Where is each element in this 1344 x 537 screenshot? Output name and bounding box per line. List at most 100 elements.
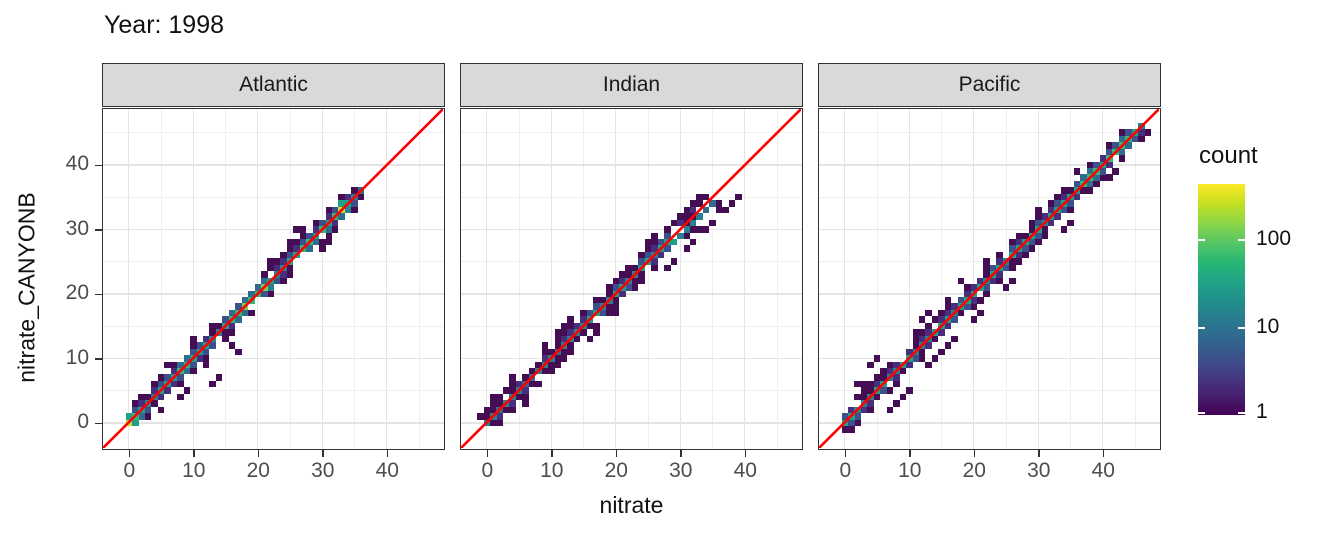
bin2d-tile (977, 277, 984, 285)
bin2d-tile (918, 335, 926, 343)
gridline-major-h (461, 422, 802, 424)
bin2d-tile (683, 226, 690, 233)
gridline-major-v (679, 109, 681, 449)
bin2d-tile (261, 271, 268, 278)
bin2d-tile (151, 387, 158, 394)
bin2d-tile (1054, 200, 1061, 207)
bin2d-tile (983, 271, 990, 278)
bin2d-tile (970, 316, 978, 323)
bin2d-tile (325, 206, 332, 214)
bin2d-tile (190, 361, 197, 369)
gridline-major-v (192, 109, 194, 449)
bin2d-tile (490, 406, 497, 414)
bin2d-tile (190, 367, 197, 375)
bin2d-tile (573, 335, 581, 343)
bin2d-tile (670, 238, 678, 246)
bin2d-tile (1118, 148, 1126, 156)
bin2d-tile (299, 238, 307, 246)
x-tick-mark (386, 450, 389, 457)
bin2d-tile (644, 251, 652, 259)
bin2d-tile (541, 348, 549, 356)
gridline-major-v (128, 109, 130, 449)
bin2d-tile (567, 348, 574, 356)
bin2d-tile (235, 348, 242, 356)
bin2d-tile (702, 206, 710, 214)
bin2d-tile (638, 277, 645, 285)
bin2d-tile (651, 245, 658, 252)
bin2d-tile (560, 335, 568, 343)
bin2d-tile (638, 271, 645, 278)
bin2d-tile (625, 284, 632, 291)
bin2d-tile (586, 322, 594, 330)
bin2d-tile (222, 335, 229, 343)
gridline-major-v (1037, 109, 1039, 449)
bin2d-tile (541, 342, 549, 349)
bin2d-tile (593, 322, 600, 330)
bin2d-tile (664, 264, 671, 272)
bin2d-tile (1028, 226, 1036, 233)
bin2d-tile (938, 329, 945, 336)
bin2d-tile (606, 309, 613, 317)
bin2d-tile (338, 213, 345, 220)
bin2d-tile (873, 380, 881, 388)
bin2d-tile (612, 297, 620, 304)
gridline-major-v (486, 109, 488, 449)
bin2d-tile (1112, 168, 1119, 175)
gridline-major-v (1102, 109, 1104, 449)
gridline-major-h (819, 357, 1160, 360)
bin2d-tile (709, 200, 716, 207)
bin2d-tile (177, 361, 184, 369)
bin2d-tile (1131, 135, 1139, 143)
gridline-major-h (461, 228, 802, 231)
bin2d-tile (893, 374, 900, 381)
bin2d-tile (280, 277, 287, 285)
bin2d-tile (586, 335, 594, 343)
gridline-major-h (461, 164, 802, 166)
bin2d-tile (709, 219, 716, 227)
gridline-major-v (844, 109, 846, 449)
bin2d-tile (496, 400, 503, 407)
bin2d-tile (860, 406, 868, 414)
bin2d-tile (612, 284, 620, 291)
bin2d-tile (280, 271, 287, 278)
bin2d-tile (619, 271, 626, 278)
bin2d-tile (964, 290, 971, 298)
bin2d-tile (854, 419, 861, 427)
bin2d-tile (599, 309, 607, 317)
bin2d-tile (157, 406, 165, 414)
bin2d-tile (477, 413, 484, 420)
gridline-minor-h (103, 390, 444, 392)
legend-tick-mark (1198, 238, 1205, 241)
y-tick-mark (95, 164, 102, 167)
bin2d-tile (957, 277, 965, 285)
bin2d-tile (312, 226, 320, 233)
bin2d-tile (970, 303, 978, 310)
bin2d-tile (344, 193, 352, 201)
bin2d-tile (996, 277, 1003, 285)
legend-tick-mark (1198, 412, 1205, 415)
panel-pacific (818, 108, 1161, 450)
bin2d-tile (319, 245, 326, 252)
bin2d-tile (1028, 245, 1036, 252)
bin2d-tile (267, 290, 274, 298)
gridline-minor-h (461, 132, 802, 134)
bin2d-tile (1015, 238, 1023, 246)
gridline-major-h (103, 422, 444, 424)
bin2d-tile (848, 419, 855, 427)
bin2d-tile (235, 303, 242, 310)
legend-tick-mark (1238, 238, 1245, 241)
gridline-minor-h (461, 261, 802, 263)
bin2d-tile (989, 277, 997, 285)
identity-line (103, 109, 443, 448)
bin2d-tile (860, 393, 868, 401)
bin2d-tile (267, 264, 274, 272)
bin2d-tile (860, 380, 868, 388)
gridline-major-h (819, 422, 1160, 424)
bin2d-tile (951, 303, 958, 310)
x-tick-label: 20 (962, 459, 986, 482)
bin2d-tile (157, 374, 165, 381)
bin2d-tile (170, 361, 178, 369)
bin2d-tile (677, 213, 684, 220)
bin2d-tile (1144, 129, 1152, 136)
bin2d-tile (1022, 232, 1029, 240)
